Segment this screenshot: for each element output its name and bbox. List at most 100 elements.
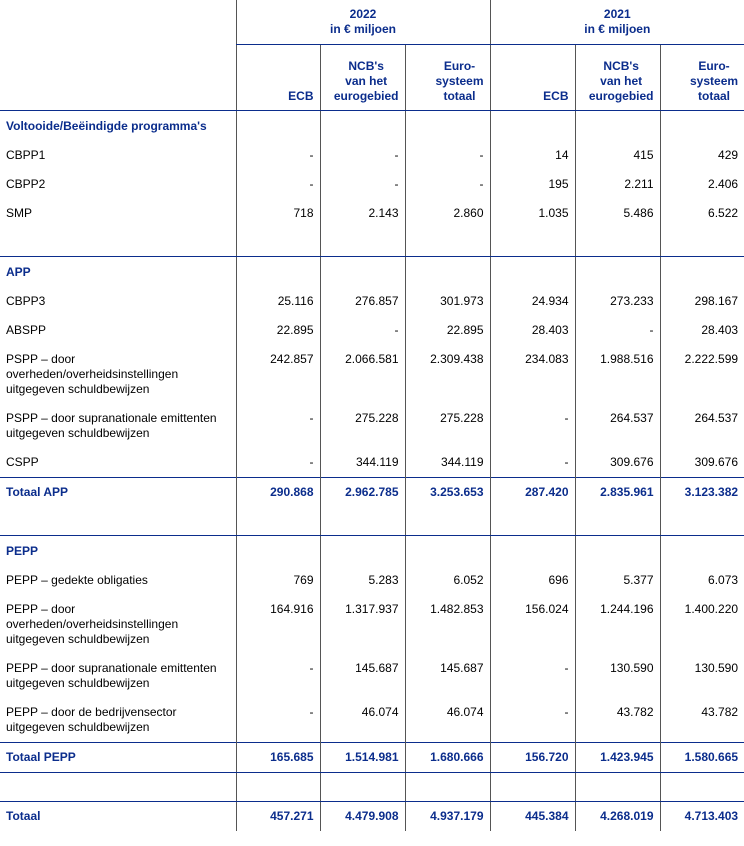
cell: 234.083 [489, 345, 576, 404]
cell: 164.916 [235, 595, 320, 654]
cell: 264.537 [659, 404, 744, 448]
cell [659, 110, 744, 141]
cell: - [235, 448, 320, 478]
cell: - [319, 316, 405, 345]
row-label: CBPP2 [6, 177, 46, 191]
column-header: ECB [235, 44, 320, 111]
grand-total-row: Totaal 457.271 4.479.908 4.937.179 445.384 4.… [0, 801, 744, 831]
section-title: Voltooide/Beëindigde programma's [6, 119, 207, 133]
cell: 309.676 [659, 448, 744, 478]
data-row: PSPP – door supranationale emittenten ui… [0, 404, 744, 448]
column-header-text: ECB [288, 89, 314, 103]
data-row: PEPP – door de bedrijvensector uitgegeve… [0, 698, 744, 743]
cell [235, 535, 320, 566]
data-row: CBPP2- - -195 2.211 2.406 [0, 170, 744, 199]
cell: 5.377 [574, 566, 661, 595]
table-header: 2022 in € miljoen 2021 in € miljoen ECB NCB… [0, 0, 744, 111]
cell: 298.167 [659, 287, 744, 316]
spacer-cell [0, 228, 236, 257]
cell [404, 110, 491, 141]
header-row: 2022 in € miljoen 2021 in € miljoen [0, 0, 744, 111]
cell: 4.937.179 [404, 801, 491, 831]
row-label: PEPP – door de bedrijvensector uitgegeve… [6, 705, 177, 734]
spacer-row [0, 507, 744, 536]
column-header: NCB's van het eurogebied [319, 44, 405, 111]
cell: 4.713.403 [659, 801, 744, 831]
cell: 445.384 [489, 801, 576, 831]
year: 2022 [349, 7, 377, 21]
section-title: APP [6, 265, 31, 279]
cell [235, 110, 320, 141]
cell: 275.228 [404, 404, 491, 448]
row-label: PEPP – door overheden/overheidsinstellin… [6, 602, 179, 646]
unit: in € miljoen [330, 22, 397, 36]
cell: 5.283 [319, 566, 405, 595]
cell: 1.035 [489, 199, 576, 228]
cell: - [404, 141, 491, 170]
spacer-cell [659, 507, 744, 536]
cell: 43.782 [574, 698, 661, 743]
cell: - [235, 654, 320, 698]
cell: - [489, 404, 576, 448]
data-row: PEPP – door supranationale emittenten ui… [0, 654, 744, 698]
cell: 195 [489, 170, 576, 199]
cell: 264.537 [574, 404, 661, 448]
cell: - [235, 141, 320, 170]
cell: 276.857 [319, 287, 405, 316]
row-label: PEPP – door supranationale emittenten ui… [6, 661, 217, 690]
spacer-cell [404, 772, 491, 802]
cell: 3.253.653 [404, 477, 491, 507]
data-row: ABSPP 22.895-22.895 28.403-28.403 [0, 316, 744, 345]
cell: 5.486 [574, 199, 661, 228]
cell: 1.580.665 [659, 742, 744, 773]
cell: 1.680.666 [404, 742, 491, 773]
cell: - [404, 170, 491, 199]
cell [659, 535, 744, 566]
section-row: Voltooide/Beëindigde programma's [0, 110, 744, 141]
cell: 6.052 [404, 566, 491, 595]
cell: 696 [489, 566, 576, 595]
spacer-cell [235, 228, 320, 257]
row-label: PSPP – door supranationale emittenten ui… [6, 411, 217, 440]
cell: - [489, 698, 576, 743]
spacer-cell [574, 507, 661, 536]
cell: 2.309.438 [404, 345, 491, 404]
cell: 1.317.937 [319, 595, 405, 654]
section-row: PEPP [0, 535, 744, 566]
cell: 156.720 [489, 742, 576, 773]
data-row: CBPP1- - -14 415 429 [0, 141, 744, 170]
column-header-text: NCB's van het eurogebied [333, 59, 399, 103]
cell: - [489, 448, 576, 478]
cell [489, 535, 576, 566]
cell: 130.590 [659, 654, 744, 698]
total-row: Totaal PEPP 165.685 1.514.981 1.680.666 156.… [0, 742, 744, 773]
data-row: SMP 718 2.143 2.860 1.035 5.486 6.522 [0, 199, 744, 228]
data-row: CSPP -344.119 344.119-309.676 309.676 [0, 448, 744, 478]
cell: 43.782 [659, 698, 744, 743]
cell [319, 110, 405, 141]
cell: 1.482.853 [404, 595, 491, 654]
column-header: NCB's van het eurogebied [574, 44, 661, 111]
cell: 2.835.961 [574, 477, 661, 507]
cell: 145.687 [319, 654, 405, 698]
cell: 429 [659, 141, 744, 170]
section-row: APP [0, 256, 744, 287]
cell: 1.244.196 [574, 595, 661, 654]
cell: 242.857 [235, 345, 320, 404]
total-row: Totaal APP 290.868 2.962.785 3.253.653 287.4… [0, 477, 744, 507]
spacer-cell [404, 507, 491, 536]
spacer-cell [319, 228, 405, 257]
cell: 290.868 [235, 477, 320, 507]
cell: 6.522 [659, 199, 744, 228]
cell: 273.233 [574, 287, 661, 316]
year-group: 2022 in € miljoen [235, 0, 491, 45]
spacer-row [0, 228, 744, 257]
cell: 28.403 [489, 316, 576, 345]
cell: 4.479.908 [319, 801, 405, 831]
cell: 3.123.382 [659, 477, 744, 507]
cell [404, 256, 491, 287]
cell: 2.066.581 [319, 345, 405, 404]
cell: 301.973 [404, 287, 491, 316]
cell: - [574, 316, 661, 345]
row-label: CSPP [6, 455, 39, 469]
